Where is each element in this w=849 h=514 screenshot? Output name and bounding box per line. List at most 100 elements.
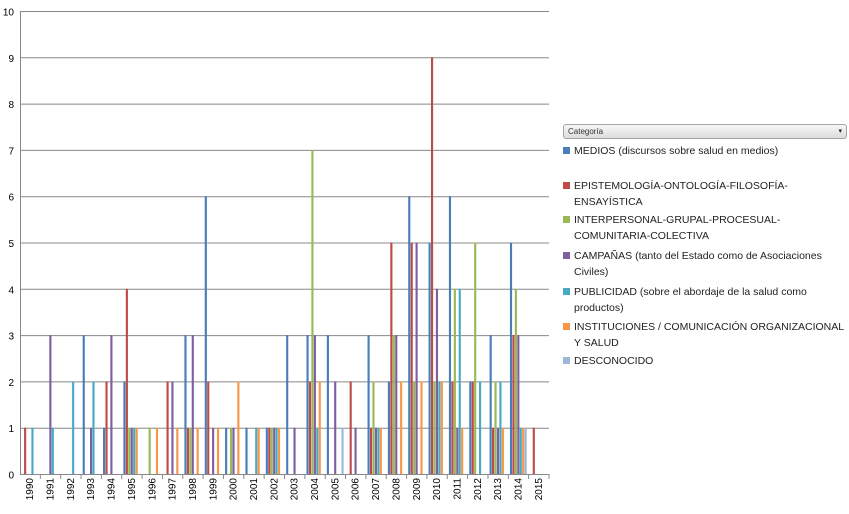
- legend-item: PUBLICIDAD (sobre el abordaje de la salu…: [563, 284, 847, 316]
- bar: [501, 427, 504, 474]
- x-tick-label: 1997: [168, 478, 179, 501]
- bar: [51, 427, 54, 474]
- bar: [245, 427, 248, 474]
- bar: [306, 335, 309, 474]
- bar: [341, 427, 344, 474]
- bar: [524, 427, 527, 474]
- legend-label: INSTITUCIONES / COMUNICACIÓN ORGANIZACIO…: [574, 321, 844, 349]
- gridlines: [20, 11, 549, 475]
- bar: [277, 427, 281, 474]
- bar: [105, 381, 108, 474]
- x-tick-label: 1993: [86, 478, 97, 501]
- y-tick-label: 9: [8, 54, 14, 65]
- bar: [453, 288, 456, 474]
- x-tick-label: 2006: [351, 478, 362, 501]
- legend-swatch: [563, 216, 570, 223]
- x-tick-label: 2003: [290, 478, 301, 501]
- x-tick-label: 1991: [46, 478, 57, 501]
- legend-swatch: [563, 147, 570, 154]
- bar: [492, 427, 495, 474]
- bar: [318, 381, 321, 474]
- bar: [313, 335, 316, 474]
- bar: [420, 381, 423, 474]
- bar: [438, 381, 441, 474]
- bar: [229, 427, 233, 474]
- bar: [471, 381, 474, 474]
- bar: [499, 381, 502, 474]
- bar: [433, 381, 436, 474]
- legend-swatch: [563, 323, 570, 330]
- y-tick-label: 7: [8, 146, 14, 157]
- x-tick-label: 2000: [229, 478, 240, 501]
- y-tick-label: 10: [3, 8, 15, 19]
- bar: [123, 381, 126, 474]
- y-tick-label: 0: [8, 471, 14, 482]
- bar: [89, 427, 93, 474]
- bar: [408, 196, 411, 474]
- bar: [257, 427, 260, 474]
- bar: [286, 335, 289, 474]
- x-tick-label: 2005: [330, 478, 341, 501]
- bar: [133, 427, 136, 474]
- x-tick-label: 1992: [66, 478, 77, 501]
- bar: [31, 427, 34, 474]
- x-tick-label: 1998: [188, 478, 199, 501]
- y-tick-label: 2: [8, 378, 14, 389]
- x-tick-label: 2012: [473, 478, 484, 501]
- bar: [435, 288, 439, 474]
- bar: [186, 427, 189, 474]
- bar: [428, 242, 431, 474]
- bar: [496, 427, 500, 474]
- y-tick-label: 4: [8, 285, 14, 296]
- x-tick-label: 2014: [513, 478, 524, 501]
- x-tick-label: 1996: [147, 478, 158, 501]
- bar: [377, 427, 380, 474]
- legend-item: INTERPERSONAL-GRUPAL-PROCESUAL-COMUNITAR…: [563, 212, 847, 244]
- x-tick-label: 2007: [371, 478, 382, 501]
- x-tick-label: 2009: [412, 478, 423, 501]
- bar: [273, 427, 276, 474]
- legend-item: MEDIOS (discursos sobre salud en medios): [563, 143, 847, 159]
- bar: [135, 427, 138, 474]
- legend-swatch: [563, 288, 570, 295]
- bar: [458, 288, 461, 474]
- legend-item: INSTITUCIONES / COMUNICACIÓN ORGANIZACIO…: [563, 319, 847, 351]
- category-filter-label: Categoría: [568, 127, 604, 136]
- bar: [456, 427, 459, 474]
- bar: [225, 427, 228, 474]
- bar: [334, 381, 337, 474]
- bar: [166, 381, 169, 474]
- bar: [532, 427, 535, 474]
- bar: [171, 381, 174, 474]
- bar: [275, 427, 278, 474]
- x-tick-label: 2001: [249, 478, 260, 501]
- bar: [387, 381, 390, 474]
- bar: [326, 335, 329, 474]
- chevron-down-icon[interactable]: ▾: [838, 128, 842, 135]
- x-tick-label: 2010: [432, 478, 443, 501]
- bar: [212, 427, 215, 474]
- x-tick-label: 2011: [452, 478, 463, 500]
- bar: [367, 335, 370, 474]
- bar: [517, 335, 520, 474]
- bar: [130, 427, 133, 474]
- bar: [448, 196, 452, 474]
- y-axis: 0 1 2 3 4 5 6 7 8 9 10: [3, 8, 21, 482]
- bar: [316, 427, 319, 474]
- bar: [395, 335, 398, 474]
- bar: [514, 288, 517, 474]
- bar: [512, 335, 515, 474]
- bar: [103, 427, 106, 474]
- category-filter-dropdown[interactable]: Categoría ▾: [563, 124, 847, 139]
- bar: [489, 335, 492, 474]
- x-tick-label: 1990: [25, 478, 36, 501]
- legend-label: MEDIOS (discursos sobre salud en medios): [574, 145, 779, 157]
- legend-swatch: [563, 182, 570, 189]
- legend-label: DESCONOCIDO: [574, 355, 654, 367]
- bar: [413, 381, 416, 474]
- bar: [474, 242, 477, 474]
- legend-swatch: [563, 357, 570, 364]
- bar: [379, 427, 382, 474]
- bar: [189, 427, 192, 474]
- bar: [430, 57, 434, 475]
